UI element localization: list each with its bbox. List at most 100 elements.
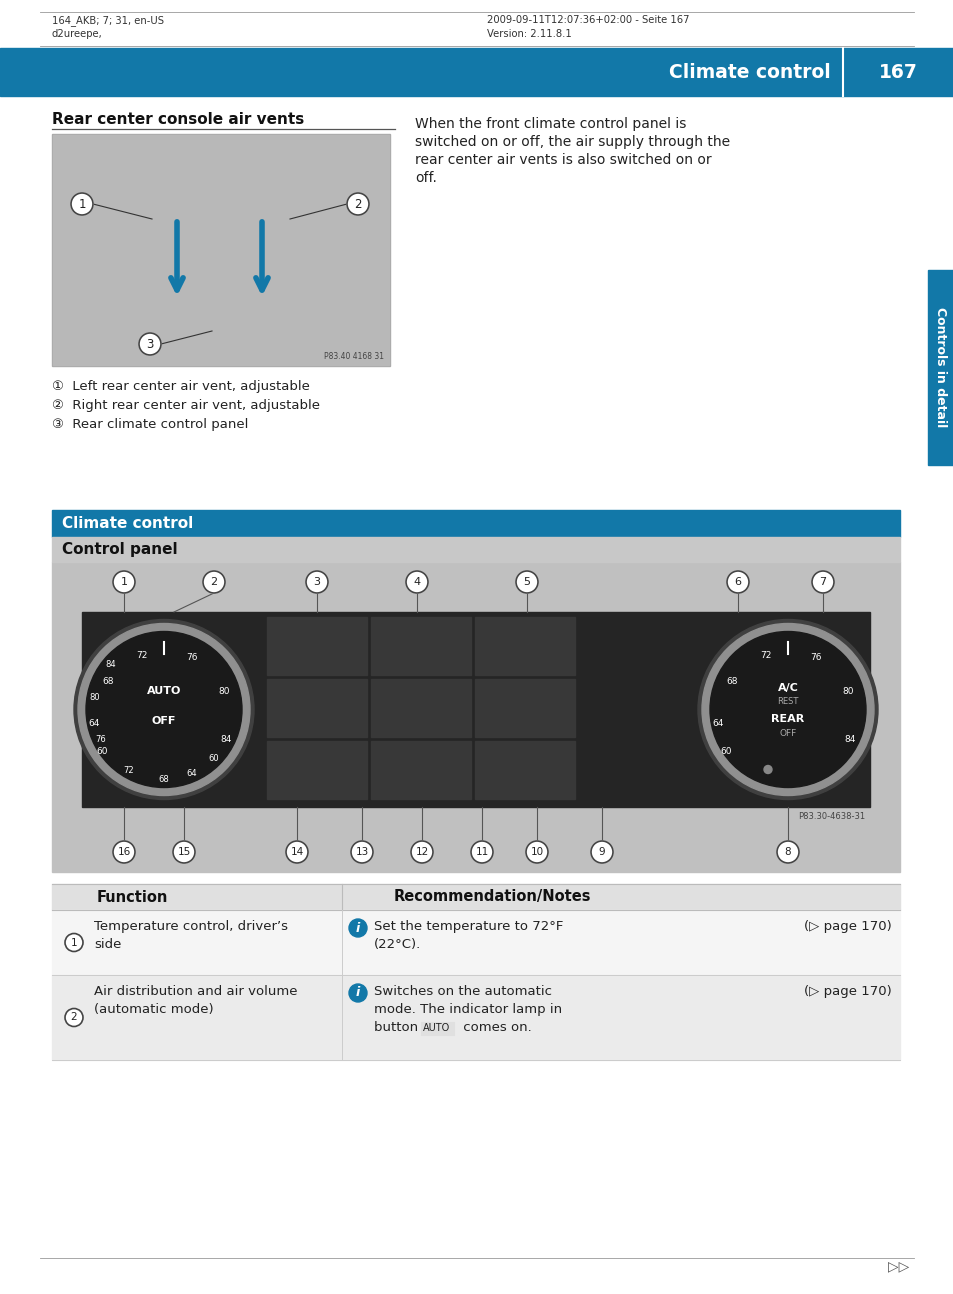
Bar [475, 617, 575, 675]
Text: 60: 60 [208, 754, 218, 763]
Circle shape [351, 841, 373, 863]
Text: Function: Function [96, 889, 168, 905]
Text: off.: off. [415, 171, 436, 185]
Circle shape [65, 1008, 83, 1026]
Text: AUTO: AUTO [147, 687, 181, 696]
Circle shape [306, 571, 328, 593]
Text: Rear center console air vents: Rear center console air vents [52, 113, 304, 127]
Circle shape [86, 631, 242, 788]
Bar [52, 884, 899, 910]
Bar [371, 741, 471, 798]
Text: mode. The indicator lamp in: mode. The indicator lamp in [374, 1003, 561, 1016]
Text: When the front climate control panel is: When the front climate control panel is [415, 116, 685, 131]
Circle shape [698, 620, 877, 800]
Text: 68: 68 [102, 677, 113, 686]
Bar [420, 1022, 454, 1035]
Circle shape [776, 841, 799, 863]
Text: 64: 64 [186, 770, 196, 779]
Text: 12: 12 [415, 848, 428, 857]
Text: 60: 60 [96, 747, 108, 756]
Text: 9: 9 [598, 848, 604, 857]
Text: 14: 14 [290, 848, 303, 857]
Circle shape [811, 571, 833, 593]
Circle shape [347, 193, 369, 215]
Bar [53, 135, 389, 365]
Text: 167: 167 [878, 62, 917, 82]
Text: 84: 84 [105, 660, 115, 669]
Circle shape [203, 571, 225, 593]
Text: Control panel: Control panel [62, 542, 177, 556]
Text: ▷▷: ▷▷ [887, 1259, 908, 1273]
Circle shape [349, 919, 367, 937]
Circle shape [74, 620, 253, 800]
Text: 2009-09-11T12:07:36+02:00 - Seite 167: 2009-09-11T12:07:36+02:00 - Seite 167 [486, 16, 689, 25]
Circle shape [112, 841, 135, 863]
Text: 84: 84 [843, 735, 855, 744]
Text: 68: 68 [158, 775, 170, 784]
Text: ②  Right rear center air vent, adjustable: ② Right rear center air vent, adjustable [52, 399, 319, 411]
Text: Climate control: Climate control [62, 516, 193, 531]
Text: AUTO: AUTO [423, 1024, 450, 1033]
Circle shape [411, 841, 433, 863]
Text: 72: 72 [124, 766, 134, 775]
Text: (▷ page 170): (▷ page 170) [803, 920, 891, 933]
Bar [52, 562, 899, 872]
Text: Switches on the automatic: Switches on the automatic [374, 985, 552, 998]
Text: 64: 64 [712, 719, 723, 729]
Text: 64: 64 [89, 719, 99, 729]
Text: 1: 1 [78, 198, 86, 211]
Circle shape [286, 841, 308, 863]
Text: A/C: A/C [777, 682, 798, 692]
Bar [267, 679, 367, 738]
Text: 72: 72 [760, 651, 771, 660]
Text: Set the temperature to 72°F: Set the temperature to 72°F [374, 920, 563, 933]
Circle shape [172, 841, 194, 863]
Bar [52, 537, 899, 562]
Text: 2: 2 [71, 1012, 77, 1022]
Circle shape [112, 571, 135, 593]
Bar [82, 612, 869, 807]
Circle shape [590, 841, 613, 863]
Text: ①  Left rear center air vent, adjustable: ① Left rear center air vent, adjustable [52, 380, 310, 393]
Text: i: i [355, 921, 359, 934]
Text: 72: 72 [136, 651, 148, 660]
Text: 3: 3 [146, 338, 153, 351]
Text: 3: 3 [314, 577, 320, 587]
Text: 1: 1 [71, 937, 77, 947]
Bar [475, 741, 575, 798]
Bar [927, 270, 953, 465]
Text: 80: 80 [90, 692, 100, 701]
Text: P83.40 4168 31: P83.40 4168 31 [324, 352, 384, 361]
Circle shape [525, 841, 547, 863]
Text: Controls in detail: Controls in detail [934, 308, 946, 427]
Text: REST: REST [777, 697, 798, 707]
Bar [475, 679, 575, 738]
Text: OFF: OFF [779, 729, 796, 738]
Circle shape [726, 571, 748, 593]
Bar [0, 48, 953, 96]
Text: (▷ page 170): (▷ page 170) [803, 985, 891, 998]
Text: 8: 8 [784, 848, 790, 857]
Text: 68: 68 [725, 677, 737, 686]
Text: OFF: OFF [152, 717, 176, 726]
Bar [371, 617, 471, 675]
Text: i: i [355, 986, 359, 999]
Bar [52, 974, 899, 1060]
Text: 60: 60 [720, 747, 731, 756]
Text: ③  Rear climate control panel: ③ Rear climate control panel [52, 418, 248, 431]
Text: 2: 2 [211, 577, 217, 587]
Bar [267, 617, 367, 675]
Text: (22°C).: (22°C). [374, 938, 421, 951]
Circle shape [763, 766, 771, 774]
Circle shape [516, 571, 537, 593]
Text: 80: 80 [218, 687, 230, 696]
Bar [371, 679, 471, 738]
Circle shape [349, 983, 367, 1002]
Text: REAR: REAR [771, 714, 803, 725]
Text: P83.30-4638-31: P83.30-4638-31 [797, 813, 864, 820]
Text: 84: 84 [220, 735, 232, 744]
Text: 76: 76 [186, 653, 197, 663]
Text: 4: 4 [413, 577, 420, 587]
Text: 10: 10 [530, 848, 543, 857]
Text: 11: 11 [475, 848, 488, 857]
